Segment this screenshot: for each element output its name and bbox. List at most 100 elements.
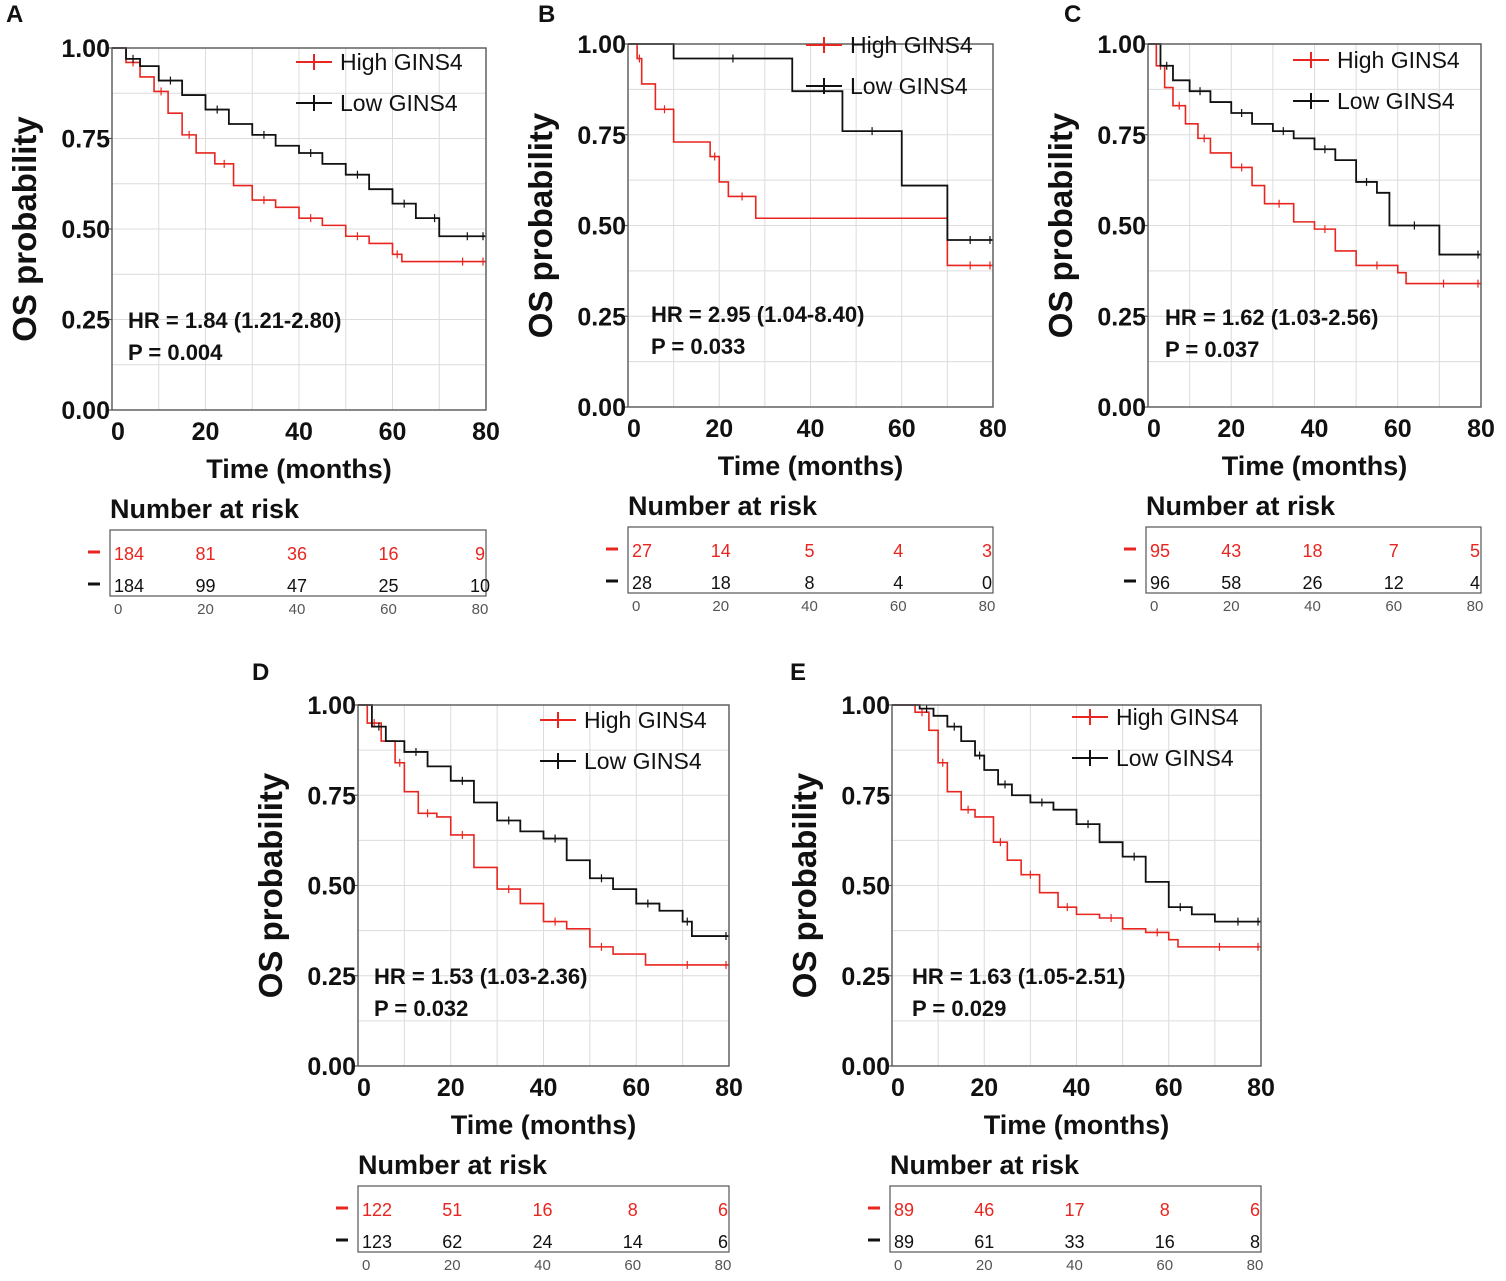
risk-count-low: 18	[711, 573, 731, 593]
x-tick-label: 20	[705, 415, 733, 443]
risk-table-title: Number at risk	[1146, 491, 1336, 521]
x-tick-label: 40	[1063, 1074, 1091, 1102]
risk-count-low: 58	[1221, 573, 1241, 593]
legend-label-high: High GINS4	[340, 49, 463, 75]
y-tick-label: 0.50	[1097, 213, 1146, 241]
survival-curve-high	[628, 43, 993, 267]
x-tick-label: 40	[285, 418, 313, 446]
risk-x-tick-label: 20	[1223, 598, 1240, 615]
p-value-text: P = 0.004	[128, 340, 223, 365]
x-tick-label: 40	[1301, 415, 1329, 443]
y-tick-label: 0.75	[307, 782, 356, 810]
x-tick-label: 60	[1155, 1074, 1183, 1102]
risk-x-tick-label: 80	[472, 601, 489, 618]
hazard-ratio-text: HR = 2.95 (1.04-8.40)	[651, 302, 864, 327]
legend-label-low: Low GINS4	[1116, 745, 1234, 771]
legend-label-high: High GINS4	[584, 707, 707, 733]
y-tick-label: 0.25	[307, 963, 356, 991]
risk-count-high: 3	[982, 541, 992, 561]
risk-count-low: 99	[195, 576, 215, 596]
y-tick-label: 0.75	[841, 782, 890, 810]
x-tick-label: 20	[1217, 415, 1245, 443]
p-value-text: P = 0.032	[374, 996, 468, 1021]
risk-x-tick-label: 60	[1156, 1257, 1173, 1274]
x-tick-label: 20	[192, 418, 220, 446]
risk-x-tick-label: 60	[1385, 598, 1402, 615]
legend-label-low: Low GINS4	[850, 73, 968, 99]
risk-count-low: 25	[378, 576, 398, 596]
y-tick-label: 0.25	[1097, 303, 1146, 331]
legend-label-high: High GINS4	[850, 32, 973, 58]
risk-count-low: 123	[362, 1232, 392, 1252]
y-tick-label: 0.00	[1097, 394, 1146, 422]
risk-count-high: 16	[532, 1200, 552, 1220]
x-tick-label: 0	[111, 418, 125, 446]
risk-x-tick-label: 40	[801, 598, 818, 615]
survival-curve-low	[358, 704, 729, 937]
y-tick-label: 0.50	[307, 873, 356, 901]
panel-label: E	[790, 659, 806, 686]
risk-count-low: 10	[470, 576, 490, 596]
risk-table-frame	[889, 1185, 1262, 1253]
y-axis-title: OS probability	[522, 112, 559, 338]
risk-table-frame	[627, 526, 994, 594]
legend-label-low: Low GINS4	[1337, 88, 1455, 114]
risk-count-low: 0	[982, 573, 992, 593]
y-axis-title: OS probability	[786, 772, 823, 998]
risk-count-high: 8	[628, 1200, 638, 1220]
x-tick-label: 60	[888, 415, 916, 443]
risk-count-high: 4	[893, 541, 903, 561]
risk-table-title: Number at risk	[358, 1150, 548, 1180]
x-tick-label: 80	[1467, 415, 1495, 443]
risk-table-title: Number at risk	[890, 1150, 1080, 1180]
risk-count-high: 16	[378, 544, 398, 564]
risk-count-low: 6	[718, 1232, 728, 1252]
risk-table-title: Number at risk	[110, 494, 300, 524]
risk-count-low: 28	[632, 573, 652, 593]
x-tick-label: 20	[970, 1074, 998, 1102]
x-axis-title: Time (months)	[206, 454, 392, 484]
risk-count-high: 43	[1221, 541, 1241, 561]
risk-count-low: 16	[1155, 1232, 1175, 1252]
p-value-text: P = 0.033	[651, 334, 745, 359]
x-axis-title: Time (months)	[451, 1110, 637, 1140]
y-tick-label: 0.25	[577, 303, 626, 331]
risk-count-low: 4	[893, 573, 903, 593]
y-tick-label: 1.00	[61, 35, 110, 63]
x-tick-label: 20	[437, 1074, 465, 1102]
risk-count-high: 89	[894, 1200, 914, 1220]
risk-count-low: 61	[974, 1232, 994, 1252]
risk-count-low: 33	[1064, 1232, 1084, 1252]
y-tick-label: 0.25	[61, 307, 110, 335]
x-axis-title: Time (months)	[984, 1110, 1170, 1140]
x-tick-label: 60	[1384, 415, 1412, 443]
risk-x-tick-label: 80	[1467, 598, 1484, 615]
y-tick-label: 0.00	[577, 394, 626, 422]
risk-x-tick-label: 20	[197, 601, 214, 618]
risk-x-tick-label: 20	[712, 598, 729, 615]
risk-count-low: 62	[442, 1232, 462, 1252]
survival-curve-high	[1148, 43, 1481, 285]
y-tick-label: 0.00	[307, 1053, 356, 1081]
risk-count-high: 9	[475, 544, 485, 564]
risk-x-tick-label: 40	[534, 1257, 551, 1274]
risk-count-high: 5	[804, 541, 814, 561]
x-tick-label: 80	[979, 415, 1007, 443]
risk-count-low: 12	[1384, 573, 1404, 593]
x-tick-label: 80	[715, 1074, 743, 1102]
y-tick-label: 1.00	[577, 31, 626, 59]
y-tick-label: 0.75	[577, 122, 626, 150]
panel-a: A 0.00 0.25 0.50 0.75 1.00 0 20 40 60 80 Time (mont…	[6, 1, 500, 618]
risk-count-high: 27	[632, 541, 652, 561]
y-axis-title: OS probability	[252, 772, 289, 998]
risk-x-tick-label: 20	[976, 1257, 993, 1274]
risk-x-tick-label: 80	[979, 598, 996, 615]
x-tick-label: 60	[622, 1074, 650, 1102]
risk-x-tick-label: 60	[890, 598, 907, 615]
risk-count-low: 8	[804, 573, 814, 593]
survival-curve-high	[112, 47, 486, 263]
risk-count-low: 96	[1150, 573, 1170, 593]
